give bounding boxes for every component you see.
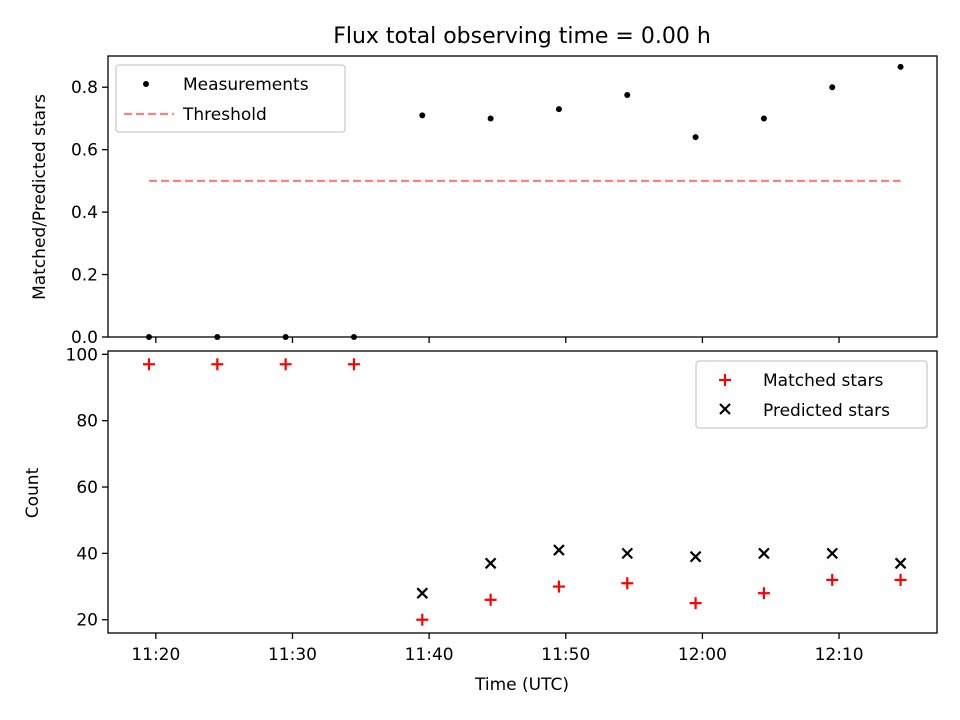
- matched-star-point: [484, 593, 497, 606]
- measurement-point: [897, 63, 904, 70]
- top-plot-frame: [107, 55, 938, 338]
- top-legend-frame: [115, 64, 346, 133]
- legend-marker-matched: [719, 374, 731, 386]
- predicted-star-point: [621, 547, 634, 560]
- measurement-point: [624, 92, 631, 99]
- bottom-y-tick-label: 20: [76, 611, 98, 631]
- bottom-y-tick-label: 80: [76, 412, 98, 432]
- legend-marker-measurements: [143, 81, 149, 87]
- top-y-tick-label: 0.0: [71, 328, 98, 348]
- top-y-tick-label: 0.8: [71, 78, 98, 98]
- matched-star-point: [142, 358, 155, 371]
- measurement-point: [419, 112, 426, 119]
- top-panel: 0.00.20.40.60.8 Matched/Predicted stars …: [30, 55, 938, 348]
- legend-label-threshold: Threshold: [182, 105, 267, 125]
- matched-star-point: [757, 587, 770, 600]
- measurement-point: [760, 115, 767, 122]
- matched-star-point: [279, 358, 292, 371]
- measurement-point: [692, 134, 699, 141]
- measurement-point: [829, 84, 836, 91]
- matched-star-point: [826, 573, 839, 586]
- measurement-point: [555, 106, 562, 113]
- predicted-star-point: [758, 547, 770, 560]
- predicted-star-point: [894, 557, 907, 570]
- matched-star-point: [347, 358, 360, 371]
- predicted-star-point: [553, 544, 565, 556]
- bottom-y-axis-label: Count: [23, 467, 43, 518]
- bottom-legend: Matched stars Predicted stars: [695, 360, 928, 429]
- matched-star-point: [689, 597, 702, 610]
- bottom-panel: 20 40 60 80 100 11:20 11:30 11:40 11:50 12:00 12:…: [23, 345, 938, 695]
- matched-star-point: [211, 358, 224, 371]
- bottom-y-tick-label: 60: [76, 478, 98, 498]
- x-tick-label: 11:50: [541, 645, 590, 665]
- bottom-legend-frame: [695, 360, 928, 429]
- x-tick-label: 12:00: [678, 645, 727, 665]
- legend-label-predicted: Predicted stars: [763, 401, 890, 421]
- x-tick-label: 11:20: [131, 645, 180, 665]
- matched-star-point: [894, 573, 907, 586]
- matched-star-point: [416, 613, 429, 626]
- matched-star-point: [621, 577, 634, 590]
- top-legend: Measurements Threshold: [115, 64, 346, 133]
- top-y-tick-label: 0.2: [71, 266, 98, 286]
- x-tick-label: 12:10: [815, 645, 864, 665]
- legend-label-measurements: Measurements: [183, 75, 309, 95]
- x-tick-label: 11:30: [268, 645, 317, 665]
- legend-marker-predicted: [719, 403, 731, 415]
- chart-title: Flux total observing time = 0.00 h: [333, 24, 711, 49]
- legend-label-matched: Matched stars: [763, 371, 883, 391]
- predicted-star-point: [416, 587, 429, 599]
- measurement-point: [487, 115, 494, 122]
- bottom-y-tick-label: 40: [76, 544, 98, 564]
- predicted-star-point: [689, 550, 702, 563]
- x-axis-label: Time (UTC): [474, 675, 569, 695]
- predicted-star-point: [826, 547, 839, 560]
- predicted-star-point: [484, 557, 497, 570]
- bottom-plot-frame: [107, 350, 938, 634]
- bottom-y-tick-label: 100: [66, 345, 98, 365]
- matched-star-point: [552, 580, 565, 593]
- top-y-tick-label: 0.6: [71, 141, 98, 161]
- x-tick-label: 11:40: [405, 645, 454, 665]
- top-y-tick-label: 0.4: [71, 203, 98, 223]
- top-y-axis-label: Matched/Predicted stars: [30, 94, 50, 300]
